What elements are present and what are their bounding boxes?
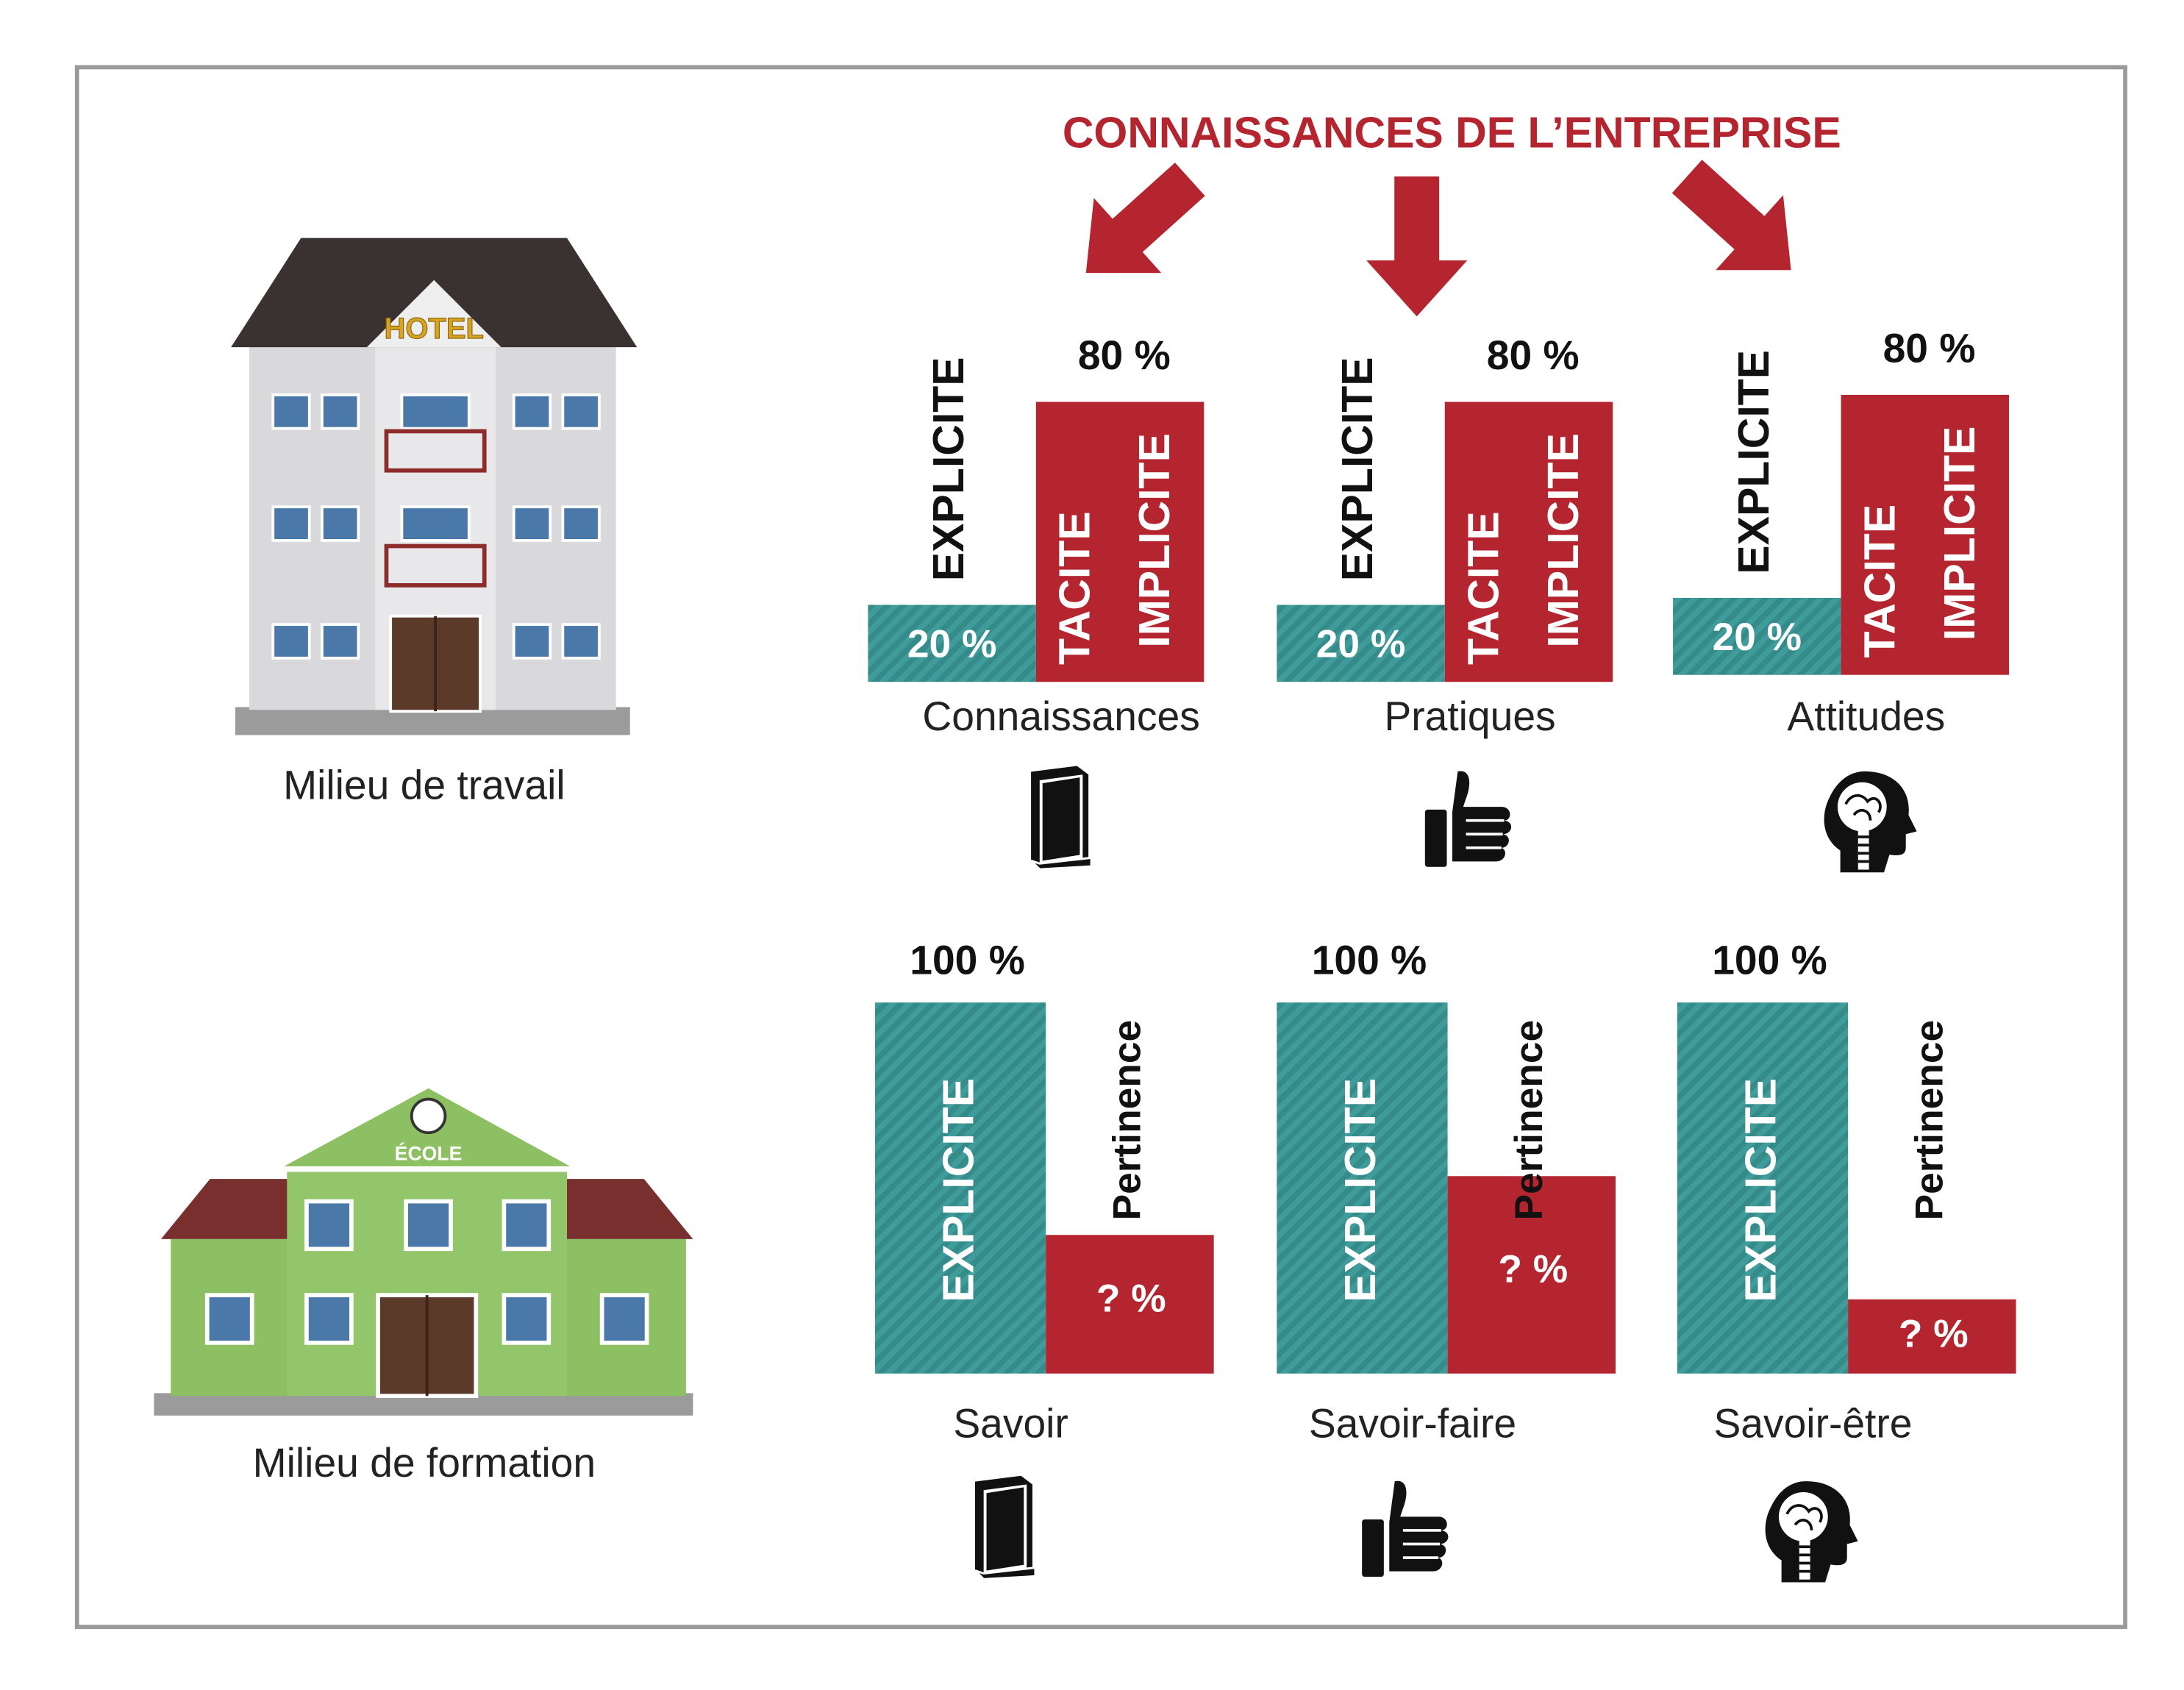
tacit-bar: [1841, 394, 2010, 675]
explicit-value: 20 %: [1316, 623, 1405, 666]
tacit-label: TACITE: [1051, 511, 1099, 665]
explicit-label: EXPLICITE: [1333, 357, 1382, 581]
tacit-label: IMPLICITE: [1539, 433, 1588, 648]
title: CONNAISSANCES DE L’ENTREPRISE: [1063, 108, 1841, 157]
explicit-bar: [868, 605, 1036, 682]
category-label: Attitudes: [1787, 694, 1945, 739]
place-label: Milieu de travail: [283, 762, 565, 807]
relevance-label: Pertinence: [1908, 1020, 1951, 1221]
school-sign: ÉCOLE: [395, 1143, 463, 1165]
explicit-label: EXPLICITE: [1730, 350, 1778, 574]
category-icon: [1029, 764, 1093, 871]
category-icon: [974, 1474, 1037, 1581]
relevance-value: ? %: [1899, 1312, 1969, 1355]
relevance-label: Pertinence: [1105, 1020, 1149, 1221]
tacit-value: 80 %: [1078, 332, 1171, 378]
explicit-label: EXPLICITE: [1736, 1078, 1785, 1302]
explicit-label: EXPLICITE: [935, 1078, 983, 1302]
relevance-bar: [1848, 1299, 2016, 1374]
category-label: Savoir-être: [1713, 1401, 1912, 1447]
explicit-label: EXPLICITE: [924, 357, 973, 581]
explicit-value: 100 %: [1712, 937, 1827, 983]
hotel-sign: HOTEL: [384, 313, 483, 345]
tacit-label: IMPLICITE: [1935, 427, 1984, 641]
explicit-value: 100 %: [910, 937, 1025, 983]
explicit-bar: [1677, 1002, 1849, 1374]
relevance-label: Pertinence: [1507, 1020, 1551, 1221]
tacit-value: 80 %: [1487, 332, 1580, 378]
explicit-value: 20 %: [1713, 616, 1802, 659]
tacit-bar: [1035, 402, 1205, 682]
place-label: Milieu de formation: [253, 1440, 596, 1486]
relevance-bar: [1046, 1235, 1214, 1374]
explicit-label: EXPLICITE: [1336, 1078, 1385, 1302]
explicit-bar: [1277, 605, 1445, 682]
explicit-bar: [874, 1002, 1046, 1374]
relevance-bar: [1447, 1176, 1616, 1374]
tacit-label: TACITE: [1459, 511, 1507, 665]
explicit-bar: [1673, 597, 1841, 675]
school-building: [154, 1082, 693, 1416]
explicit-value: 100 %: [1312, 937, 1427, 983]
category-label: Pratiques: [1384, 694, 1555, 739]
category-label: Connaissances: [922, 694, 1199, 739]
hotel-building: [231, 238, 638, 735]
relevance-value: ? %: [1096, 1277, 1166, 1321]
category-label: Savoir: [953, 1401, 1068, 1447]
tacit-bar: [1444, 402, 1613, 682]
relevance-value: ? %: [1498, 1248, 1568, 1291]
arrows: [1085, 160, 1791, 317]
category-label: Savoir-faire: [1309, 1401, 1516, 1447]
tacit-label: IMPLICITE: [1130, 433, 1179, 648]
explicit-value: 20 %: [907, 623, 996, 666]
explicit-bar: [1277, 1002, 1448, 1374]
panels: 80 % EXPLICITE 20 % TACITE IMPLICITE Connaiss…: [868, 325, 2016, 1584]
tacit-value: 80 %: [1883, 325, 1976, 371]
tacit-label: TACITE: [1855, 504, 1904, 658]
